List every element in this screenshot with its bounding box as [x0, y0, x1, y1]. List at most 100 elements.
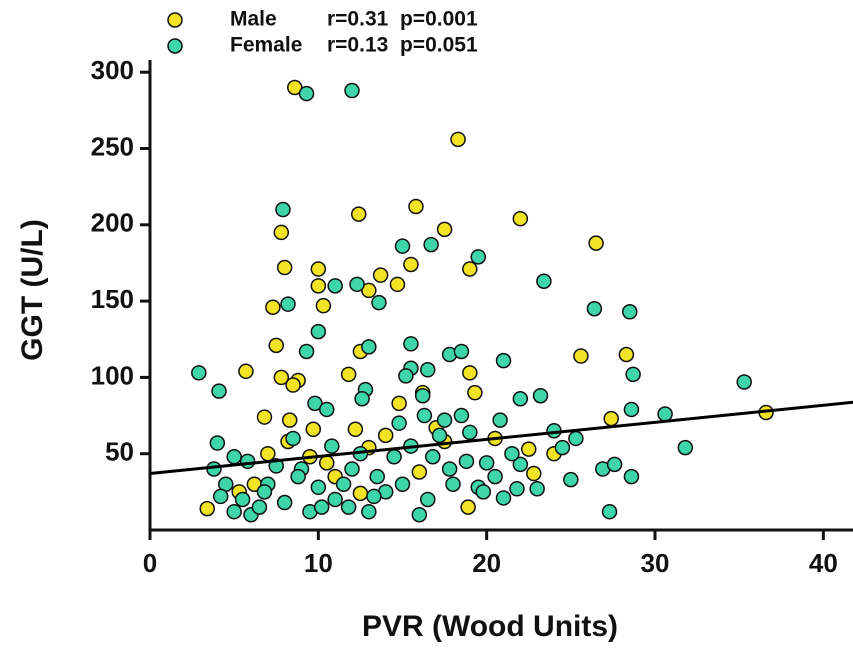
point [276, 494, 293, 511]
point [462, 365, 478, 381]
point [453, 343, 470, 360]
point [420, 362, 436, 378]
point [441, 461, 458, 477]
point [568, 430, 584, 447]
point [377, 427, 394, 444]
point [366, 488, 382, 505]
point [371, 294, 387, 311]
point [389, 276, 406, 293]
point [352, 485, 369, 502]
point [423, 236, 439, 253]
point [554, 439, 571, 456]
point [403, 336, 419, 352]
point [327, 491, 343, 508]
point [285, 430, 301, 447]
point [398, 368, 414, 384]
point [478, 455, 495, 471]
legend-label: Female [230, 34, 302, 57]
point [458, 453, 475, 470]
point [588, 235, 604, 251]
point [573, 348, 589, 364]
point [319, 455, 335, 471]
point [606, 456, 623, 473]
point [462, 424, 478, 441]
point [618, 346, 635, 363]
point [450, 131, 466, 148]
legend-stats: r=0.31 p=0.001 [327, 8, 478, 31]
point [586, 300, 603, 317]
point [298, 85, 315, 102]
point [416, 407, 433, 424]
point [563, 471, 579, 488]
point [340, 366, 357, 383]
point [226, 449, 242, 465]
point [394, 238, 411, 254]
point [298, 343, 315, 360]
point [361, 339, 377, 355]
point [495, 352, 512, 369]
point [276, 259, 293, 276]
point [623, 468, 640, 485]
point [420, 491, 436, 508]
point [327, 278, 343, 294]
point [310, 278, 327, 294]
point [532, 387, 549, 404]
point [287, 79, 303, 96]
point [260, 445, 276, 462]
point [436, 412, 453, 428]
point [335, 476, 352, 492]
point [307, 395, 323, 412]
point [344, 82, 360, 99]
point [324, 438, 340, 454]
point [350, 206, 367, 222]
point [361, 503, 377, 520]
point [408, 198, 424, 215]
point [211, 383, 227, 399]
legend-marker [167, 12, 183, 28]
point [273, 224, 290, 241]
point [391, 395, 407, 412]
fit-line [149, 400, 853, 476]
y-tick-label: 150 [91, 284, 134, 314]
point [256, 484, 273, 500]
point [492, 412, 508, 428]
point [394, 476, 411, 492]
point [212, 488, 229, 505]
point [354, 391, 370, 407]
legend-marker [167, 38, 183, 54]
point [677, 439, 694, 456]
point [319, 401, 335, 418]
point [239, 453, 256, 470]
point [495, 490, 512, 506]
y-tick-label: 300 [91, 55, 134, 85]
x-axis-label: PVR (Wood Units) [362, 610, 618, 643]
point [209, 435, 226, 451]
point [281, 412, 298, 428]
point [315, 297, 332, 314]
point [285, 377, 301, 393]
point [625, 366, 641, 383]
point [509, 481, 525, 497]
point [386, 449, 402, 465]
point [199, 500, 215, 517]
x-tick-label: 10 [304, 548, 333, 578]
point [411, 506, 428, 523]
point [310, 261, 327, 277]
x-tick-label: 40 [809, 548, 838, 578]
y-axis-label: GGT (U/L) [16, 219, 49, 361]
point [251, 499, 268, 515]
x-tick-label: 0 [143, 548, 157, 578]
point [347, 421, 364, 438]
point [411, 464, 428, 480]
point [191, 365, 207, 381]
point [487, 468, 503, 485]
point [622, 304, 638, 320]
point [470, 249, 486, 265]
point [475, 484, 492, 500]
y-tick-label: 50 [105, 437, 134, 467]
legend-stats: r=0.13 p=0.051 [327, 34, 478, 57]
point [234, 491, 251, 508]
point [275, 201, 291, 218]
x-tick-label: 30 [641, 548, 670, 578]
